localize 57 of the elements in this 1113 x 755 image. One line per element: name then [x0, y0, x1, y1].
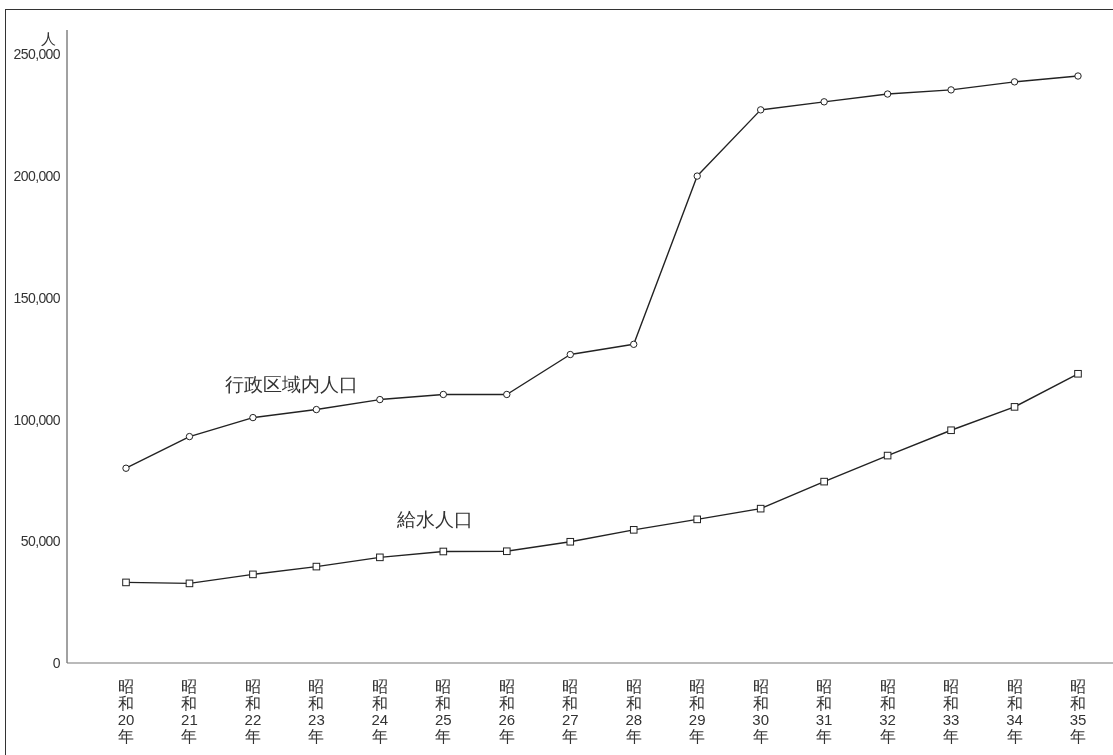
x-tick-label: 昭和30年 — [752, 678, 770, 745]
point — [883, 451, 892, 460]
point — [185, 432, 194, 441]
point — [1074, 369, 1082, 378]
point — [1010, 403, 1019, 411]
point — [756, 504, 765, 513]
y-tick-label: 0 — [52, 655, 61, 671]
y-tick-label: 100,000 — [13, 411, 61, 428]
x-tick-label: 昭和35年 — [1069, 678, 1087, 745]
y-tick-label: 250,000 — [13, 46, 61, 63]
x-tick-label: 昭和23年 — [308, 678, 325, 745]
x-tick-label: 昭和28年 — [625, 678, 643, 745]
x-tick-label: 昭和29年 — [688, 678, 706, 745]
series-label: 行政区域内人口 — [224, 373, 358, 395]
x-tick-label: 昭和31年 — [815, 678, 833, 745]
point — [122, 464, 130, 472]
point — [1074, 72, 1082, 80]
y-tick-label: 200,000 — [13, 168, 61, 185]
point — [820, 477, 828, 486]
point — [566, 350, 574, 359]
point — [820, 98, 828, 106]
point — [947, 426, 955, 435]
point — [249, 413, 257, 422]
point — [693, 172, 701, 180]
point — [185, 579, 194, 588]
x-tick-label: 昭和22年 — [244, 678, 262, 745]
point — [947, 86, 955, 94]
point — [376, 395, 384, 404]
x-tick-label: 昭和21年 — [181, 678, 198, 745]
x-tick-label: 昭和27年 — [561, 678, 579, 745]
point — [249, 570, 257, 579]
x-tick-label: 昭和34年 — [1006, 678, 1023, 745]
point — [693, 515, 701, 524]
x-tick-label: 昭和26年 — [498, 678, 516, 745]
point — [376, 553, 384, 562]
x-tick-label: 昭和33年 — [942, 678, 960, 745]
series-label: 給水人口 — [396, 509, 474, 531]
x-tick-label: 昭和25年 — [434, 678, 452, 745]
point — [122, 578, 130, 587]
y-tick-label: 50,000 — [20, 533, 61, 550]
point — [566, 537, 575, 546]
point — [503, 390, 511, 399]
y-axis-title: 人 — [41, 30, 56, 47]
point — [629, 526, 638, 534]
point — [630, 340, 638, 349]
point — [439, 547, 448, 556]
point — [312, 405, 321, 414]
point — [503, 547, 511, 556]
point — [312, 562, 321, 571]
point — [883, 90, 892, 98]
point — [756, 106, 765, 114]
point — [1010, 78, 1019, 86]
point — [439, 390, 448, 399]
y-tick-label: 150,000 — [13, 289, 61, 306]
x-tick-label: 昭和32年 — [879, 678, 896, 745]
x-tick-label: 昭和24年 — [371, 678, 389, 745]
x-tick-label: 昭和20年 — [117, 678, 135, 745]
